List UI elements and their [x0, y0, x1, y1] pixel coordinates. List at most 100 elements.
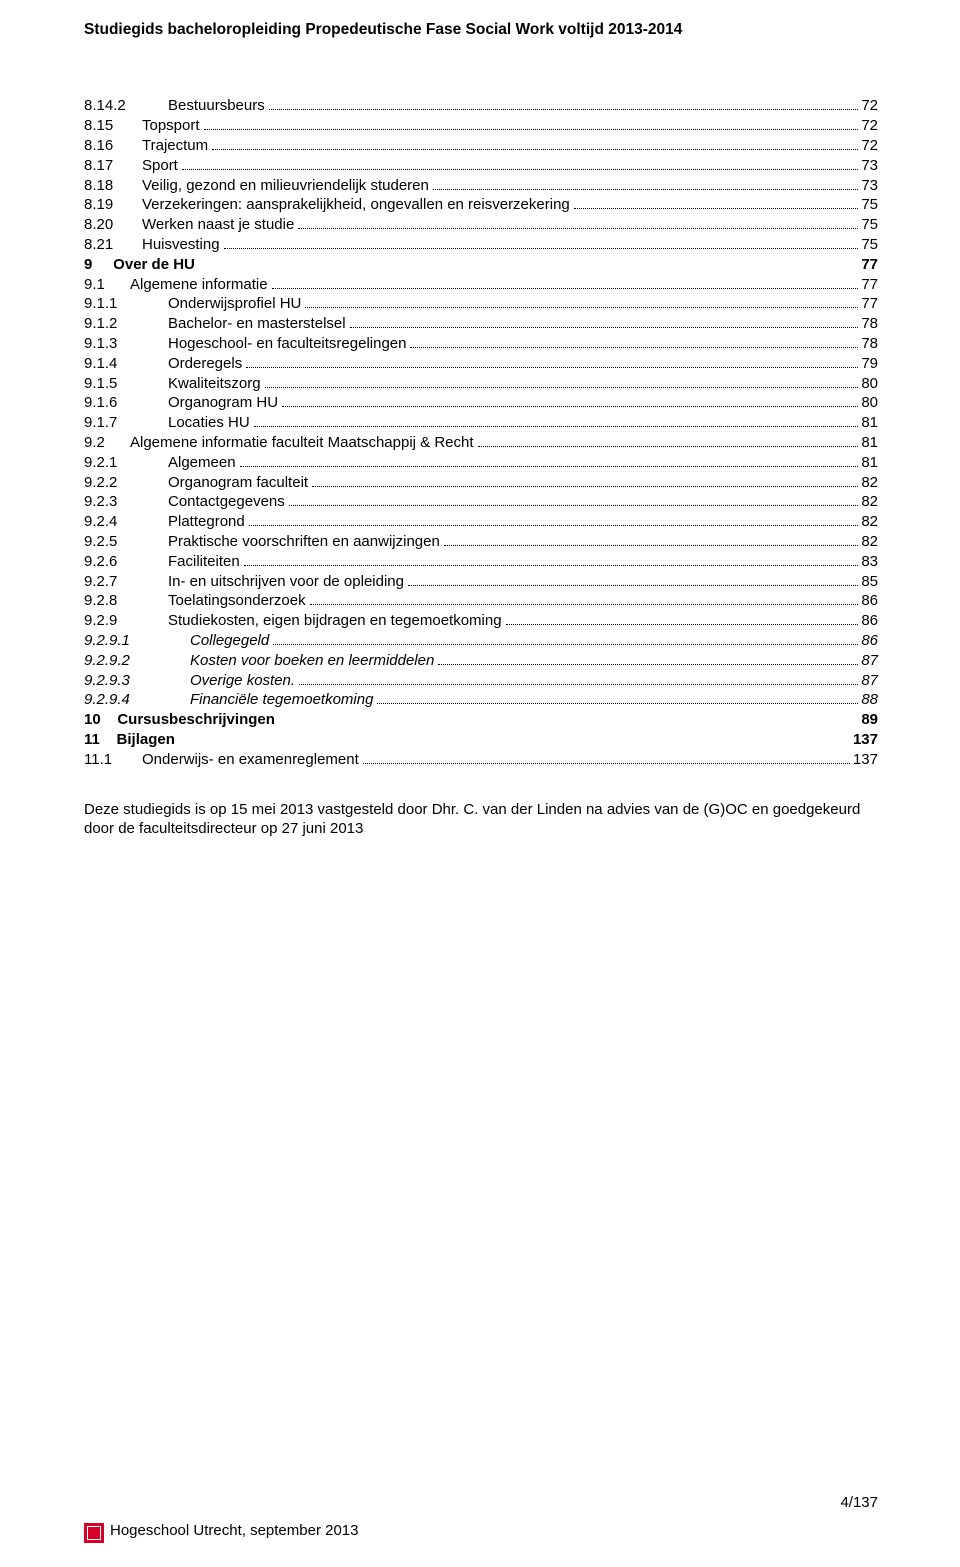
toc-dots — [408, 585, 858, 586]
toc-entry: 9.1Algemene informatie 77 — [84, 275, 878, 295]
toc-entry-title: Veilig, gezond en milieuvriendelijk stud… — [142, 176, 429, 196]
toc-entry-number: 9.2.5 — [84, 532, 164, 552]
toc-entry-number: 9.1.1 — [84, 294, 164, 314]
toc-dots — [282, 406, 858, 407]
toc-entry: 9.2.5Praktische voorschriften en aanwijz… — [84, 532, 878, 552]
toc-entry-page: 77 — [861, 294, 878, 314]
toc-entry-page: 80 — [861, 393, 878, 413]
toc-dots — [312, 486, 858, 487]
toc-dots — [410, 347, 858, 348]
toc-entry: 9.2.6Faciliteiten 83 — [84, 552, 878, 572]
toc-entry-number: 8.20 — [84, 215, 142, 235]
footer-organization: Hogeschool Utrecht, september 2013 — [110, 1521, 358, 1541]
toc-entry-title: Sport — [142, 156, 178, 176]
toc-entry-title: Overige kosten. — [186, 671, 295, 691]
toc-entry-number: 9.2.7 — [84, 572, 164, 592]
toc-entry: 8.14.2Bestuursbeurs 72 — [84, 96, 878, 116]
toc-entry-title: Bestuursbeurs — [164, 96, 265, 116]
toc-dots — [305, 307, 858, 308]
toc-entry: 9.1.1Onderwijsprofiel HU 77 — [84, 294, 878, 314]
toc-dots — [433, 189, 858, 190]
toc-entry-page: 77 — [861, 275, 878, 295]
toc-entry: 8.20 Werken naast je studie75 — [84, 215, 878, 235]
toc-entry: 9.2Algemene informatie faculteit Maatsch… — [84, 433, 878, 453]
toc-entry-number: 9.2.9.2 — [84, 651, 186, 671]
toc-chapter-page: 137 — [853, 730, 878, 750]
toc-entry-title: Toelatingsonderzoek — [164, 591, 306, 611]
toc-entry-title: In- en uitschrijven voor de opleiding — [164, 572, 404, 592]
toc-entry: 9.2.9.2Kosten voor boeken en leermiddele… — [84, 651, 878, 671]
toc-dots — [272, 288, 859, 289]
toc-entry-title: Onderwijs- en examenreglement — [142, 750, 359, 770]
toc-entry-title: Organogram HU — [164, 393, 278, 413]
toc-entry-number: 9.1.3 — [84, 334, 164, 354]
toc-entry-number: 9.2.6 — [84, 552, 164, 572]
page-header: Studiegids bacheloropleiding Propedeutis… — [84, 20, 878, 40]
toc-dots — [224, 248, 859, 249]
toc-entry-page: 83 — [861, 552, 878, 572]
toc-chapter-page: 89 — [861, 710, 878, 730]
toc-entry: 9.1.4Orderegels79 — [84, 354, 878, 374]
toc-entry: 8.15 Topsport72 — [84, 116, 878, 136]
toc-entry-page: 86 — [861, 611, 878, 631]
toc-entry-number: 9.1.7 — [84, 413, 164, 433]
toc-entry: 9.2.9Studiekosten, eigen bijdragen en te… — [84, 611, 878, 631]
toc-entry-title: Financiële tegemoetkoming — [186, 690, 373, 710]
toc-entry-page: 78 — [861, 334, 878, 354]
toc-chapter-title: 10 Cursusbeschrijvingen — [84, 710, 275, 730]
toc-entry-page: 79 — [861, 354, 878, 374]
toc-entry-number: 9.1.6 — [84, 393, 164, 413]
toc-entry-title: Faciliteiten — [164, 552, 240, 572]
toc-dots — [506, 624, 859, 625]
toc-entry-number: 8.14.2 — [84, 96, 164, 116]
toc-entry: 9.1.3Hogeschool- en faculteitsregelingen… — [84, 334, 878, 354]
toc-entry-title: Huisvesting — [142, 235, 220, 255]
toc-entry: 9.1.5Kwaliteitszorg80 — [84, 374, 878, 394]
toc-entry-title: Collegegeld — [186, 631, 269, 651]
toc-entry: 8.16 Trajectum72 — [84, 136, 878, 156]
toc-entry-page: 82 — [861, 492, 878, 512]
toc-entry-page: 72 — [861, 116, 878, 136]
toc-entry-number: 8.19 — [84, 195, 142, 215]
toc-entry-title: Onderwijsprofiel HU — [164, 294, 301, 314]
toc-entry-number: 8.17 — [84, 156, 142, 176]
toc-dots — [478, 446, 859, 447]
toc-dots — [299, 684, 858, 685]
toc-entry-number: 8.15 — [84, 116, 142, 136]
toc-entry-page: 82 — [861, 473, 878, 493]
toc-dots — [438, 664, 858, 665]
toc-entry-page: 86 — [861, 631, 878, 651]
toc-entry: 8.19 Verzekeringen: aansprakelijkheid, o… — [84, 195, 878, 215]
toc-chapter: 11 Bijlagen 137 — [84, 730, 878, 750]
toc-entry: 9.2.9.1Collegegeld86 — [84, 631, 878, 651]
toc-entry: 9.2.2Organogram faculteit82 — [84, 473, 878, 493]
toc-entry-title: Trajectum — [142, 136, 208, 156]
toc-entry: 9.2.7In- en uitschrijven voor de opleidi… — [84, 572, 878, 592]
toc-dots — [240, 466, 859, 467]
toc-entry-number: 9.2.2 — [84, 473, 164, 493]
toc-dots — [204, 129, 859, 130]
toc-chapter-page: 77 — [861, 255, 878, 275]
toc-entry-page: 80 — [861, 374, 878, 394]
toc-entry: 9.1.2Bachelor- en masterstelsel78 — [84, 314, 878, 334]
toc-entry: 9.1.7Locaties HU81 — [84, 413, 878, 433]
toc-entry-title: Studiekosten, eigen bijdragen en tegemoe… — [164, 611, 502, 631]
toc-entry-number: 9.2 — [84, 433, 126, 453]
toc-entry-number: 9.2.9.3 — [84, 671, 186, 691]
toc-entry-page: 72 — [861, 96, 878, 116]
toc-entry: 8.17 Sport73 — [84, 156, 878, 176]
toc-entry: 9.2.9.3Overige kosten.87 — [84, 671, 878, 691]
toc-entry-number: 9.1 — [84, 275, 126, 295]
toc-entry-number: 9.2.9.4 — [84, 690, 186, 710]
toc-entry-number: 9.2.1 — [84, 453, 164, 473]
toc-entry-title: Algemene informatie — [126, 275, 268, 295]
toc-entry: 9.2.8Toelatingsonderzoek86 — [84, 591, 878, 611]
hu-logo-icon — [84, 1523, 104, 1543]
toc-entry-page: 87 — [861, 651, 878, 671]
toc-entry-number: 8.16 — [84, 136, 142, 156]
toc-entry-title: Contactgegevens — [164, 492, 285, 512]
toc-entry-page: 82 — [861, 532, 878, 552]
toc-chapter-title: 11 Bijlagen — [84, 730, 175, 750]
footer-page-number: 4/137 — [840, 1493, 878, 1513]
toc-dots — [377, 703, 858, 704]
